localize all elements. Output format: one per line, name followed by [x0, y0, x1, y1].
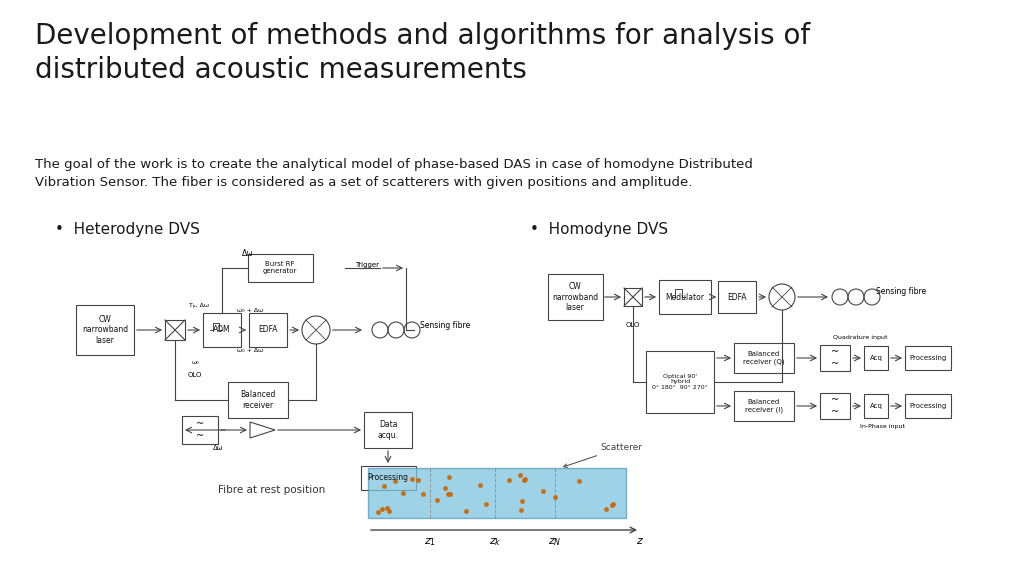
Text: CW
narrowband
laser: CW narrowband laser — [82, 315, 128, 345]
Text: •  Heterodyne DVS: • Heterodyne DVS — [55, 222, 200, 237]
Bar — [718, 281, 756, 313]
Bar — [734, 391, 794, 421]
Bar — [864, 346, 888, 370]
Text: Δω: Δω — [243, 249, 254, 258]
Bar — [905, 394, 951, 418]
Text: OLO: OLO — [626, 322, 640, 328]
Text: Balanced
receiver (I): Balanced receiver (I) — [744, 400, 783, 413]
Text: $z$: $z$ — [636, 536, 644, 546]
Text: CW
narrowband
laser: CW narrowband laser — [552, 282, 598, 312]
Bar — [820, 393, 850, 419]
Text: Optical 90'
hybrid
0° 180°  90° 270°: Optical 90' hybrid 0° 180° 90° 270° — [652, 374, 708, 390]
Bar — [360, 466, 416, 490]
Bar — [905, 346, 951, 370]
Text: Development of methods and algorithms for analysis of
distributed acoustic measu: Development of methods and algorithms fo… — [35, 22, 810, 83]
Text: Modulator: Modulator — [666, 293, 705, 301]
Text: OLO: OLO — [187, 372, 202, 378]
Bar — [548, 274, 602, 320]
Bar — [165, 320, 185, 340]
Bar — [76, 305, 134, 355]
Text: Balanced
receiver: Balanced receiver — [241, 390, 275, 410]
Bar — [182, 416, 218, 444]
Text: Balanced
receiver (Q): Balanced receiver (Q) — [743, 351, 784, 364]
Text: $z_N$: $z_N$ — [548, 536, 562, 548]
Text: AOM: AOM — [213, 325, 230, 335]
Text: ~
~: ~ ~ — [196, 419, 204, 441]
Bar — [248, 254, 312, 282]
Text: Fibre at rest position: Fibre at rest position — [218, 485, 326, 495]
Text: Trigger: Trigger — [355, 262, 379, 268]
Text: Acq: Acq — [869, 403, 883, 409]
Text: •  Homodyne DVS: • Homodyne DVS — [530, 222, 668, 237]
Bar — [368, 468, 626, 518]
Text: Sensing fibre: Sensing fibre — [420, 320, 470, 329]
Text: Processing: Processing — [909, 355, 946, 361]
Text: EDFA: EDFA — [727, 293, 746, 301]
Bar — [659, 280, 711, 314]
Text: Tₚ, Δω: Tₚ, Δω — [189, 303, 209, 308]
Text: Quadrature input: Quadrature input — [833, 335, 887, 340]
Bar — [249, 313, 287, 347]
Text: Processing: Processing — [368, 474, 409, 483]
Text: $z_1$: $z_1$ — [424, 536, 436, 548]
Text: ~
~: ~ ~ — [830, 395, 839, 417]
Bar — [203, 313, 241, 347]
Text: ω₀: ω₀ — [191, 360, 199, 365]
Bar — [864, 394, 888, 418]
Text: In-Phase input: In-Phase input — [860, 424, 905, 429]
Text: ω₀ + Δω: ω₀ + Δω — [237, 308, 263, 313]
Text: Data
acqu.: Data acqu. — [378, 420, 398, 440]
Text: ω₀ + Δω: ω₀ + Δω — [237, 348, 263, 353]
Bar — [624, 288, 642, 306]
Bar — [646, 351, 714, 413]
Text: Scatterer: Scatterer — [563, 443, 642, 467]
Bar — [364, 412, 412, 448]
Text: ~
~: ~ ~ — [830, 347, 839, 369]
Text: Burst RF
generator: Burst RF generator — [263, 262, 297, 274]
Bar — [820, 345, 850, 371]
Text: Sensing fibre: Sensing fibre — [876, 288, 927, 297]
Text: Processing: Processing — [909, 403, 946, 409]
Text: Acq: Acq — [869, 355, 883, 361]
Text: Δω: Δω — [213, 445, 223, 451]
Bar — [228, 382, 288, 418]
Text: The goal of the work is to create the analytical model of phase-based DAS in cas: The goal of the work is to create the an… — [35, 158, 753, 189]
Text: $z_k$: $z_k$ — [488, 536, 502, 548]
Text: EDFA: EDFA — [258, 325, 278, 335]
Bar — [734, 343, 794, 373]
